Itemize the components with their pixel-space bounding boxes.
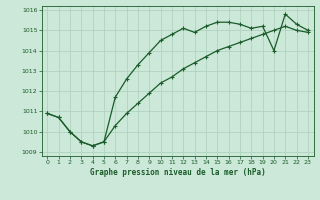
X-axis label: Graphe pression niveau de la mer (hPa): Graphe pression niveau de la mer (hPa) xyxy=(90,168,266,177)
